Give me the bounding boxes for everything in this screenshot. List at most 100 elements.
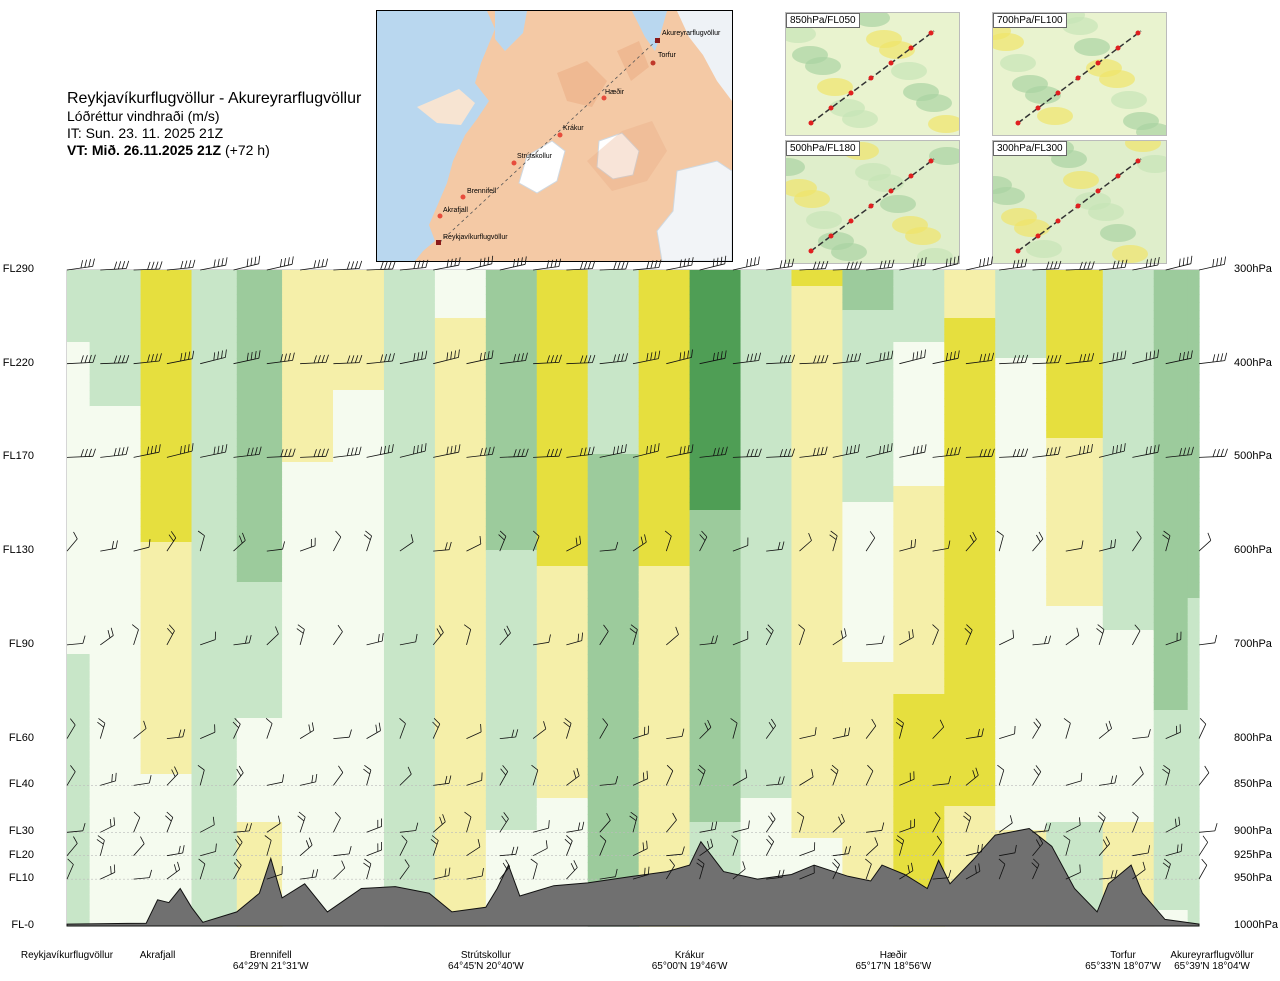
vertical-wind-cell (1046, 486, 1104, 495)
wind-barb-feather (1149, 258, 1152, 267)
wind-barb (466, 839, 481, 857)
wind-barb-shaft (233, 642, 250, 646)
vertical-wind-cell (140, 278, 193, 287)
vertical-wind-cell (995, 686, 1047, 695)
wind-barb (1165, 350, 1193, 365)
vertical-wind-cell (536, 830, 589, 839)
vertical-wind-cell (67, 782, 91, 791)
vertical-wind-cell (740, 270, 793, 279)
vertical-wind-cell (740, 798, 793, 807)
wind-barb-shaft (166, 267, 193, 271)
vertical-wind-cell (893, 542, 945, 551)
wind-barb (1162, 530, 1171, 552)
wind-barb-feather (448, 541, 452, 550)
vertical-wind-cell (1102, 614, 1155, 623)
wind-barb-shaft (566, 775, 580, 786)
vertical-wind-cell (791, 438, 844, 447)
vertical-wind-cell (89, 702, 142, 711)
vertical-wind-cell (1046, 550, 1104, 559)
panel-field-blob (829, 99, 865, 117)
wind-barb (333, 765, 344, 786)
vertical-wind-cell (67, 494, 91, 503)
vertical-wind-cell (383, 718, 436, 727)
vertical-wind-cell (842, 478, 894, 487)
wind-barb-feather (439, 625, 444, 633)
wind-barb-feather (1120, 444, 1122, 453)
vertical-wind-cell (434, 374, 487, 383)
vertical-wind-cell (434, 566, 487, 575)
vertical-wind-cell (67, 758, 91, 767)
wind-barb-feather (617, 353, 620, 362)
vertical-wind-cell (282, 318, 334, 327)
vertical-wind-cell (536, 478, 589, 487)
wind-barb-feather (646, 770, 648, 779)
vertical-wind-cell (1187, 382, 1200, 391)
wind-barb-feather (113, 864, 116, 873)
wind-barb-shaft (699, 536, 708, 552)
vertical-wind-cell (995, 462, 1047, 471)
vertical-wind-cell (1153, 894, 1189, 903)
vertical-wind-cell (893, 646, 945, 655)
wind-barb (1198, 718, 1207, 739)
vertical-wind-cell (638, 406, 691, 415)
wind-barb-shaft (932, 842, 943, 856)
wind-barb-shaft (300, 455, 327, 458)
vertical-wind-cell (587, 846, 640, 855)
vertical-wind-cell (740, 366, 793, 375)
vertical-wind-cell (842, 534, 894, 543)
vertical-wind-cell (67, 422, 91, 431)
vertical-wind-cell (791, 350, 844, 359)
vertical-wind-cell (995, 574, 1047, 583)
vertical-wind-cell (842, 486, 894, 495)
vertical-wind-cell (1046, 582, 1104, 591)
wind-barb-feather (282, 774, 285, 783)
vertical-wind-cell (67, 790, 91, 799)
wind-barb-feather (1058, 354, 1062, 363)
vertical-wind-cell (536, 590, 589, 599)
vertical-wind-cell (236, 710, 283, 719)
wind-barb-feather (564, 838, 572, 845)
wind-barb-feather (515, 846, 519, 855)
wind-barb-shaft (932, 263, 958, 271)
vertical-wind-cell (944, 742, 996, 751)
wind-barb-feather (80, 449, 84, 457)
vertical-wind-cell (282, 846, 334, 855)
vertical-wind-cell (89, 886, 142, 895)
wind-barb-feather (298, 811, 306, 818)
vertical-wind-cell (333, 870, 385, 879)
wind-barb-feather (844, 846, 847, 855)
vertical-wind-cell (587, 758, 640, 767)
vertical-wind-cell (1046, 382, 1104, 391)
wind-barb-feather (1110, 775, 1114, 784)
vertical-wind-cell (191, 318, 238, 327)
wind-barb-shaft (899, 840, 905, 856)
wind-barb-shaft (899, 778, 915, 786)
vertical-wind-cell (689, 510, 742, 519)
wind-barb-feather (701, 530, 708, 538)
wind-barb-shaft (932, 629, 939, 646)
wind-barb (963, 811, 972, 833)
wind-barb (466, 868, 484, 880)
vertical-wind-cell (893, 390, 945, 399)
wind-barb-shaft (199, 769, 205, 786)
wind-barb-feather (531, 764, 539, 771)
wind-barb (1165, 843, 1183, 857)
wind-barb (766, 869, 785, 880)
vertical-wind-cell (1102, 350, 1155, 359)
vertical-wind-cell (383, 366, 436, 375)
vertical-wind-cell (1046, 406, 1104, 415)
wind-barb-feather (1097, 815, 1105, 822)
wind-barb-feather (1145, 259, 1148, 268)
vertical-wind-cell (67, 606, 91, 615)
vertical-wind-cell (1046, 494, 1104, 503)
wind-barb-feather (916, 445, 919, 454)
vertical-wind-cell (944, 318, 996, 327)
vertical-wind-cell (689, 438, 742, 447)
wind-barb-feather (143, 720, 147, 729)
vertical-wind-cell (67, 286, 91, 295)
wind-barb-feather (1012, 355, 1017, 364)
vertical-wind-cell (1046, 670, 1104, 679)
vertical-wind-cell (740, 430, 793, 439)
wind-barb-feather (696, 862, 704, 868)
vertical-wind-cell (434, 686, 487, 695)
